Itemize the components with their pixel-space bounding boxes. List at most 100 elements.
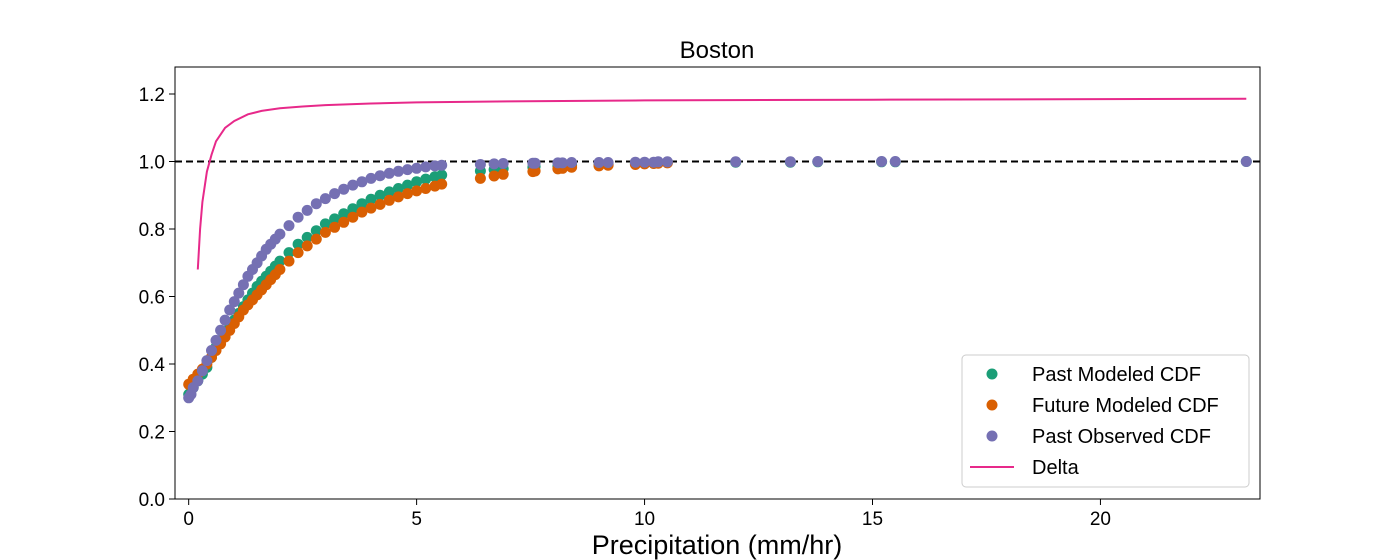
data-point [206, 345, 217, 356]
data-point [274, 228, 286, 240]
data-point [411, 176, 423, 188]
data-point [629, 156, 641, 168]
data-point [497, 158, 509, 169]
data-point [301, 240, 313, 252]
data-point [319, 218, 331, 230]
data-point [420, 173, 432, 185]
data-point [215, 324, 227, 336]
data-point [593, 157, 605, 168]
data-point [283, 247, 295, 259]
legend-label: Past Modeled CDF [1032, 364, 1201, 386]
data-point [474, 159, 486, 170]
data-point [639, 156, 651, 168]
data-point [436, 178, 448, 190]
y-tick-label: 1.2 [139, 85, 165, 106]
legend-dot-marker [986, 399, 998, 411]
data-point [812, 156, 824, 167]
data-point [557, 157, 568, 169]
data-point [784, 156, 796, 168]
data-point [383, 167, 395, 179]
x-tick-label: 20 [1090, 509, 1111, 530]
data-point [602, 157, 614, 168]
data-point [436, 169, 448, 181]
delta-line [196, 97, 1247, 270]
data-point [201, 355, 213, 367]
data-point [365, 172, 377, 184]
data-point [374, 198, 386, 210]
series-layer [175, 97, 1260, 404]
data-point [474, 172, 486, 184]
data-point [889, 156, 901, 167]
data-point [356, 176, 368, 188]
data-point [529, 157, 541, 169]
legend-dot-marker [986, 368, 998, 380]
data-point [876, 156, 888, 167]
data-point [356, 206, 368, 218]
data-point [488, 170, 500, 182]
legend-box [961, 354, 1250, 488]
chart-title: Boston [680, 37, 755, 64]
legend: Past Modeled CDF Future Modeled CDF Past O… [961, 354, 1250, 488]
data-point [310, 233, 322, 245]
x-axis-label: Precipitation (mm/hr) [592, 530, 843, 560]
data-point [283, 220, 295, 232]
data-point [402, 179, 413, 191]
x-tick-label: 10 [634, 509, 655, 530]
data-point [301, 231, 313, 243]
data-point [347, 203, 359, 215]
data-point [338, 216, 350, 228]
data-point [402, 188, 413, 200]
data-point [338, 208, 350, 220]
data-point [196, 365, 208, 377]
data-point [383, 194, 395, 206]
data-point [497, 168, 509, 180]
data-point [347, 179, 359, 191]
data-point [192, 375, 204, 387]
data-point [283, 255, 295, 267]
data-point [347, 211, 359, 223]
data-point [411, 162, 423, 174]
data-point [383, 186, 395, 198]
y-tick-label: 1.0 [139, 153, 165, 174]
data-point [237, 279, 249, 291]
data-point [392, 183, 404, 194]
data-point [436, 159, 448, 171]
data-point [219, 314, 231, 326]
legend-item: Future Modeled CDF [986, 395, 1219, 417]
legend-label: Past Observed CDF [1032, 426, 1211, 448]
data-point [1240, 156, 1252, 167]
data-point [224, 304, 236, 316]
legend-label: Future Modeled CDF [1032, 395, 1219, 417]
data-point [292, 238, 304, 250]
data-point [730, 156, 742, 168]
data-point [420, 161, 432, 173]
data-point [310, 198, 322, 210]
data-point [338, 183, 350, 195]
data-point [292, 211, 304, 223]
data-point [411, 185, 423, 197]
series-delta [196, 97, 1247, 270]
data-point [661, 156, 673, 168]
data-point [301, 204, 313, 216]
x-tick-label: 15 [862, 509, 883, 530]
data-point [210, 334, 222, 346]
legend-label: Delta [1032, 457, 1080, 479]
data-point [374, 170, 386, 182]
y-tick-label: 0.4 [139, 355, 166, 376]
data-point [319, 226, 331, 238]
data-point [365, 202, 377, 214]
data-point [365, 193, 377, 205]
data-point [329, 213, 341, 225]
data-point [566, 157, 578, 168]
axes-layer: 0 5 10 15 20 0.0 0.2 0.4 0.6 0.8 1.0 1.2 [139, 66, 1261, 530]
data-point [274, 255, 286, 267]
plot-frame [174, 66, 1261, 500]
data-point [392, 165, 404, 177]
data-point [356, 198, 368, 210]
data-point [228, 296, 240, 308]
data-point [374, 189, 386, 201]
legend-item: Past Observed CDF [986, 426, 1211, 448]
data-point [420, 183, 432, 194]
